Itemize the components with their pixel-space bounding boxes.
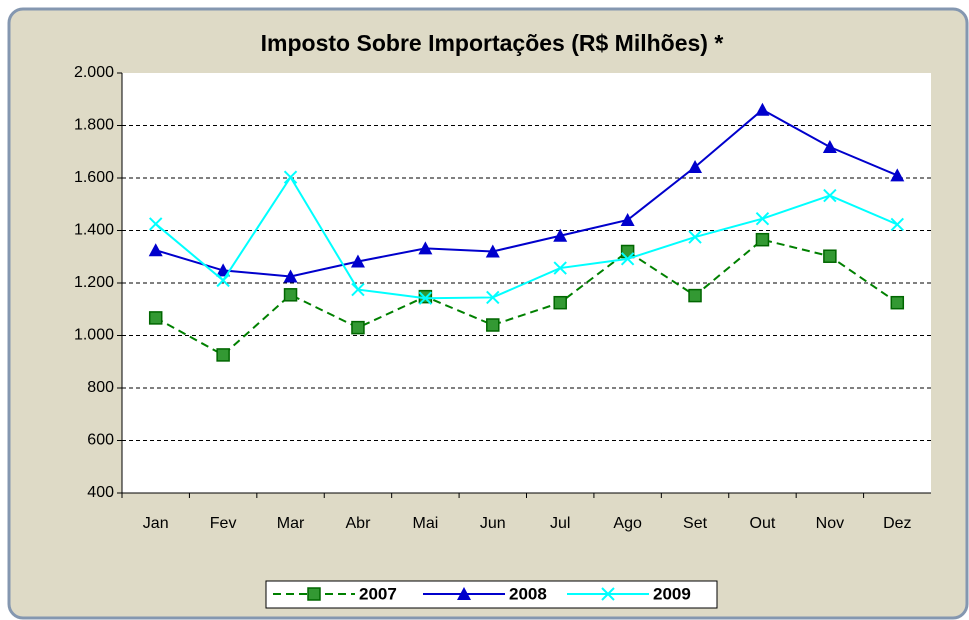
marker [688, 230, 702, 244]
marker [307, 587, 321, 601]
x-tick-label: Ago [613, 515, 642, 532]
marker [149, 217, 163, 231]
marker [283, 170, 298, 184]
x-tick-label: Jun [480, 515, 506, 532]
y-tick-label: 2.000 [74, 64, 114, 81]
marker [486, 290, 500, 305]
marker [283, 269, 298, 283]
y-tick-label: 600 [87, 432, 114, 449]
marker [351, 282, 365, 297]
x-tick-label: Jan [143, 515, 169, 532]
marker [553, 261, 567, 275]
marker [553, 295, 567, 310]
y-tick-label: 1.800 [74, 117, 114, 134]
x-tick-label: Out [750, 515, 776, 532]
x-tick-label: Fev [210, 515, 237, 532]
x-tick-label: Dez [883, 515, 911, 532]
marker [755, 211, 770, 226]
legend-label: 2009 [653, 584, 691, 603]
marker [755, 102, 770, 116]
marker [890, 295, 905, 310]
marker [351, 320, 365, 335]
series-line [155, 175, 898, 300]
marker [418, 289, 433, 304]
x-tick-label: Set [683, 515, 708, 532]
marker [620, 252, 635, 266]
marker [216, 263, 231, 277]
x-tick-label: Abr [346, 515, 372, 532]
marker [283, 288, 298, 302]
marker [620, 213, 635, 226]
x-tick-label: Mar [277, 515, 305, 532]
y-tick-label: 1.400 [74, 222, 114, 239]
x-tick-label: Nov [816, 515, 844, 532]
marker [486, 318, 500, 332]
marker [822, 140, 837, 154]
marker [688, 159, 703, 173]
marker [890, 217, 904, 232]
marker [823, 188, 837, 203]
y-tick-label: 1.600 [74, 169, 114, 186]
marker [457, 587, 471, 600]
marker [350, 254, 365, 268]
marker [418, 241, 433, 255]
marker [688, 288, 702, 303]
y-tick-label: 1.000 [74, 327, 114, 344]
x-tick-label: Mai [412, 515, 438, 532]
marker [216, 348, 230, 362]
chart-title: Imposto Sobre Importações (R$ Milhões) * [261, 30, 724, 56]
x-tick-label: Jul [550, 515, 570, 532]
legend-label: 2007 [359, 584, 397, 603]
marker [755, 232, 770, 247]
series-line [155, 108, 898, 278]
legend-label: 2008 [509, 584, 547, 603]
marker [890, 168, 905, 182]
marker [823, 249, 837, 263]
marker [148, 243, 163, 257]
y-tick-label: 800 [87, 379, 114, 396]
marker [553, 228, 568, 242]
y-tick-label: 400 [87, 484, 114, 501]
marker [601, 587, 615, 601]
marker [148, 311, 163, 325]
marker [485, 244, 500, 258]
marker [216, 273, 230, 288]
y-tick-label: 1.200 [74, 274, 114, 291]
marker [418, 291, 433, 305]
